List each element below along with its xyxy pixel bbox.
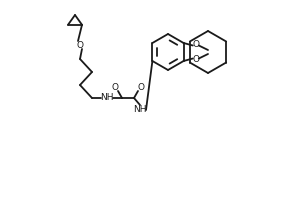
Text: O: O xyxy=(137,84,145,92)
Text: NH: NH xyxy=(133,106,147,114)
Text: O: O xyxy=(76,40,83,49)
Text: O: O xyxy=(192,55,199,64)
Text: NH: NH xyxy=(100,94,114,102)
Text: O: O xyxy=(192,40,199,49)
Text: O: O xyxy=(112,84,118,92)
